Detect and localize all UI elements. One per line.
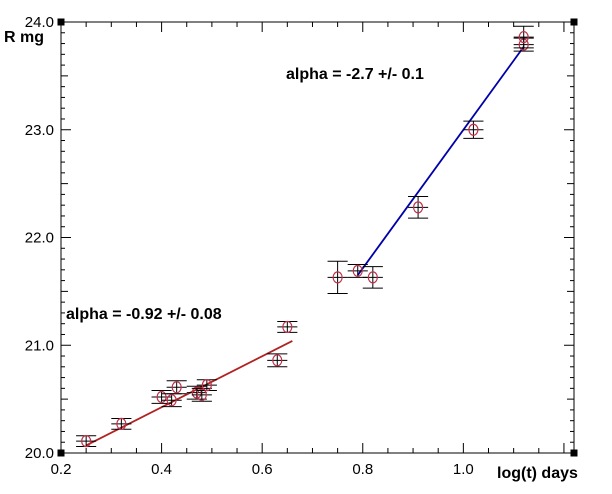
axis-tick-labels: 0.2 0.4 0.6 0.8 1.0 20.0 21.0 22.0 23.0 24.0 [25, 14, 474, 478]
point-marker [272, 354, 283, 367]
point-marker [468, 123, 479, 136]
fit-label-late: alpha = -2.7 +/- 0.1 [286, 66, 424, 83]
data-point [513, 25, 534, 49]
point-marker [518, 30, 529, 44]
point-marker [282, 320, 293, 334]
y-tick-label: 21.0 [25, 337, 54, 354]
data-point [277, 320, 298, 334]
y-tick-label: 22.0 [25, 230, 54, 247]
fit-line [85, 340, 293, 447]
x-tick-label: 0.2 [51, 461, 72, 478]
x-tick-label: 0.4 [151, 461, 172, 478]
y-tick-label: 20.0 [25, 445, 54, 462]
data-point [196, 379, 217, 392]
point-marker [171, 381, 182, 394]
x-tick-label: 0.8 [352, 461, 373, 478]
point-marker [191, 386, 202, 399]
plot-frame-group [57, 18, 578, 457]
y-tick-label: 23.0 [25, 122, 54, 139]
point-marker [352, 264, 363, 278]
axis-ticks [60, 21, 574, 454]
point-marker [116, 417, 127, 431]
point-marker [196, 388, 207, 401]
point-marker [166, 394, 177, 407]
point-marker [412, 201, 424, 214]
point-marker [367, 271, 378, 284]
x-tick-label: 0.6 [252, 461, 273, 478]
data-point [111, 417, 132, 431]
data-point [327, 260, 348, 295]
data-point [166, 380, 187, 395]
x-axis-label: log(t) days [497, 465, 578, 482]
point-marker [332, 271, 343, 284]
x-tick-label: 1.0 [453, 461, 474, 478]
data-point [362, 266, 383, 289]
plot-frame [60, 21, 575, 454]
data-points [76, 25, 534, 448]
data-point [267, 353, 288, 368]
data-point [191, 387, 212, 402]
y-axis-label: R mg [4, 29, 44, 46]
data-point [408, 196, 429, 219]
point-marker [156, 390, 167, 404]
data-point [76, 435, 97, 448]
fit-lines [85, 46, 525, 447]
point-marker [201, 379, 212, 392]
fit-label-early: alpha = -0.92 +/- 0.08 [66, 306, 222, 323]
data-point [463, 120, 484, 139]
fit-line [357, 46, 525, 276]
y-tick-label: 24.0 [25, 14, 54, 31]
point-marker [81, 435, 92, 448]
